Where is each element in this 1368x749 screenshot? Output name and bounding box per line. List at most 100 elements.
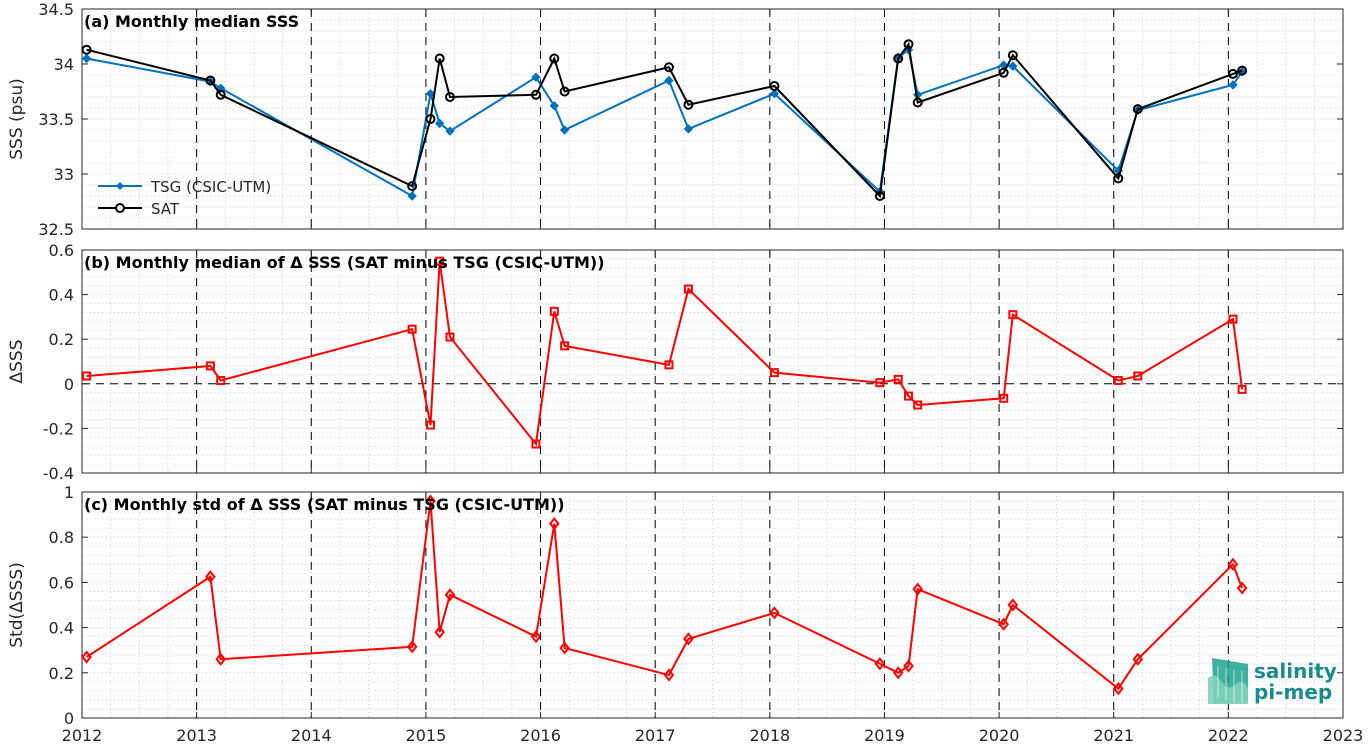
x-tick-label: 2014 [291,726,332,745]
data-point [1132,652,1144,666]
data-point [683,99,694,110]
axes-box [81,491,1344,719]
data-point [663,668,675,682]
data-point [874,191,885,201]
data-point [425,114,436,124]
data-point [549,517,560,531]
data-point [559,125,570,135]
data-point [913,400,923,410]
y-tick-label: 0.4 [49,619,74,638]
data-point [407,324,417,334]
y-tick-label: 33.5 [38,110,74,129]
data-point [874,657,886,671]
data-point [1008,310,1018,320]
panel-title: (a) Monthly median SSS [84,12,299,31]
series-0 [82,256,1247,449]
data-point [664,75,674,86]
legend: TSG (CSIC-UTM) SAT [98,178,271,218]
data-point [444,92,455,102]
data-point [445,332,455,342]
y-axis-label: SSS (psu) [7,78,27,159]
series-line [86,500,1244,691]
data-point [531,439,541,449]
x-tick-label: 2020 [979,726,1020,745]
legend-label: SAT [151,200,180,218]
data-point [81,53,92,64]
axes-box [81,249,1344,474]
data-point [81,44,92,55]
data-point [1236,581,1248,595]
data-point [530,630,542,644]
data-point [549,306,559,316]
x-tick-label: 2012 [62,726,103,745]
data-point [531,72,541,82]
y-tick-label: 32.5 [38,220,74,239]
data-point [1113,375,1123,385]
x-tick-label: 2015 [406,726,447,745]
data-point [1008,61,1018,71]
legend-label: TSG (CSIC-UTM) [150,178,271,196]
data-point [444,588,456,602]
x-tick-label: 2017 [635,726,676,745]
y-tick-label: 0.6 [49,241,74,260]
data-point [1007,598,1019,612]
x-tick-label: 2021 [1093,726,1134,745]
y-tick-label: 0 [64,375,74,394]
y-tick-label: -0.2 [43,419,74,438]
panel-b: -0.4 -0.2 0 0.2 0.4 0.6 ΔSSS (b) Monthly median… [7,241,1344,483]
data-point [1007,50,1018,61]
y-tick-label: 33 [54,165,74,184]
x-tick-label: 2023 [1323,726,1364,745]
data-point [1237,384,1247,394]
data-point [1113,682,1124,696]
data-point [215,652,226,666]
data-point [663,62,674,73]
data-point [892,666,904,680]
series-0 [81,494,1248,696]
logo-stripes-icon [1217,666,1243,702]
y-axis-label: Std(ΔSSS) [7,562,27,648]
data-point [434,625,445,639]
data-point [559,641,570,655]
data-point [407,191,417,201]
y-axis-label: ΔSSS [7,339,27,383]
data-point [683,284,693,294]
panel-title: (b) Monthly median of Δ SSS (SAT minus T… [84,253,605,272]
data-point [425,88,436,99]
y-tick-label: 1 [64,483,74,502]
data-point [1227,557,1239,571]
panel-a: 32.5 33 33.5 34 34.5 SSS (psu) (a) Monthly med… [7,0,1344,239]
data-point [769,81,780,91]
data-point [893,374,903,384]
grid [81,491,1344,719]
data-point [683,632,694,646]
data-point [912,97,923,108]
y-tick-label: -0.4 [43,464,74,483]
y-tick-label: 0.2 [49,330,74,349]
data-point [893,53,904,64]
data-point [216,375,226,385]
data-point [912,582,923,596]
x-tick-label: 2018 [749,726,790,745]
y-tick-label: 34.5 [38,0,74,19]
logo-line1: salinity [1254,659,1337,683]
y-tick-label: 0.4 [49,286,74,305]
data-point [1133,371,1143,381]
y-tick-label: 0.2 [49,664,74,683]
data-point [664,360,674,370]
panel-c: 0 0.2 0.4 0.6 0.8 1 2012 2013 2014 2015 2016 2017 20… [7,483,1363,745]
data-point [82,371,92,381]
legend-marker [116,182,124,190]
data-point [406,640,418,654]
data-point [435,256,445,266]
logo-line2: pi-mep [1254,680,1332,704]
y-tick-label: 0.8 [49,528,74,547]
data-point [81,650,92,664]
data-point [875,378,885,388]
data-point [904,391,914,401]
data-point [1228,314,1238,324]
data-point [205,75,216,86]
data-point [434,53,445,64]
